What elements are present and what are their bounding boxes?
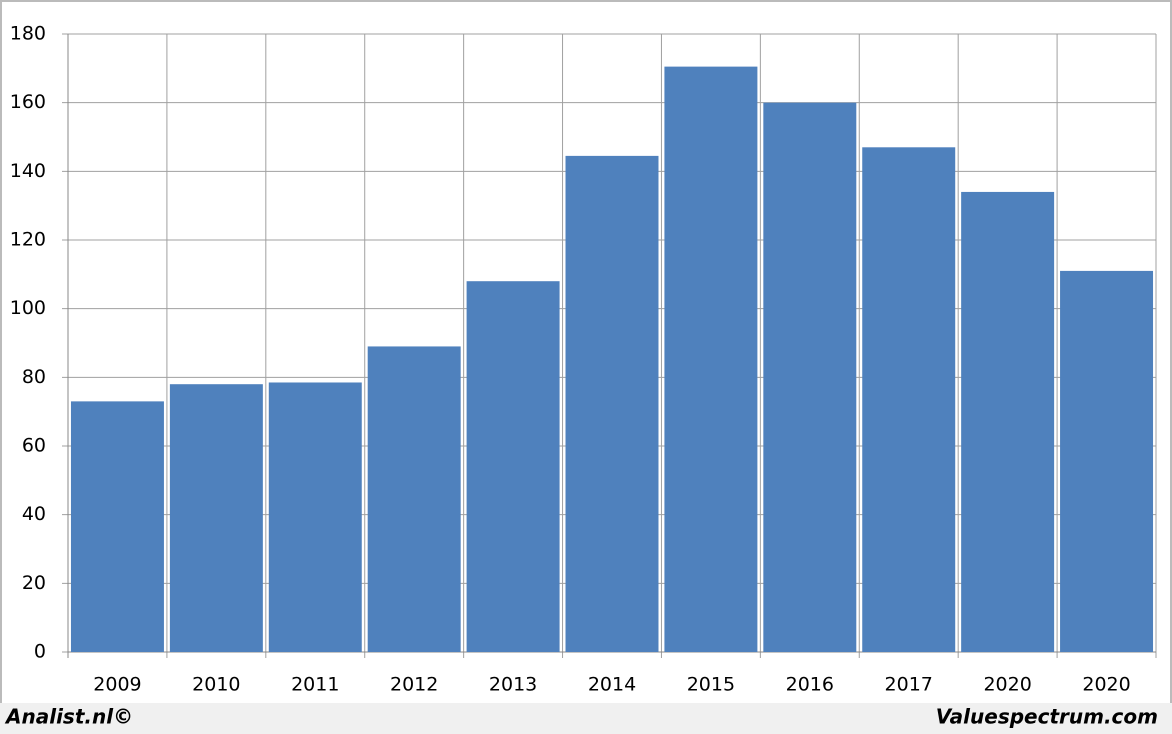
y-tick-label: 60 xyxy=(22,435,46,457)
x-tick-label: 2015 xyxy=(687,674,735,696)
bar xyxy=(565,155,659,652)
bar xyxy=(862,147,956,653)
x-tick-label: 2017 xyxy=(885,674,933,696)
bar xyxy=(1060,270,1154,652)
y-tick-label: 0 xyxy=(34,641,46,663)
bar xyxy=(763,102,857,652)
y-tick-label: 180 xyxy=(10,23,46,45)
x-tick-label: 2016 xyxy=(786,674,834,696)
x-tick-label: 2020 xyxy=(983,674,1031,696)
bar xyxy=(466,281,560,652)
bar xyxy=(268,382,362,652)
y-tick-label: 80 xyxy=(22,366,46,388)
bar xyxy=(70,401,164,652)
x-tick-label: 2013 xyxy=(489,674,537,696)
x-tick-label: 2011 xyxy=(291,674,339,696)
bar xyxy=(961,191,1055,652)
y-tick-label: 160 xyxy=(10,91,46,113)
x-tick-label: 2012 xyxy=(390,674,438,696)
y-tick-label: 120 xyxy=(10,229,46,251)
y-tick-label: 40 xyxy=(22,503,46,525)
footer-bar xyxy=(0,703,1172,734)
footer-right: Valuespectrum.com xyxy=(936,705,1158,729)
x-tick-label: 2020 xyxy=(1082,674,1130,696)
x-tick-label: 2010 xyxy=(192,674,240,696)
bar xyxy=(664,66,758,652)
footer-left: Analist.nl© xyxy=(4,705,133,729)
bar xyxy=(367,346,461,652)
y-tick-label: 100 xyxy=(10,297,46,319)
x-tick-label: 2014 xyxy=(588,674,636,696)
bar xyxy=(169,384,263,652)
y-tick-label: 20 xyxy=(22,572,46,594)
x-tick-label: 2009 xyxy=(93,674,141,696)
y-tick-label: 140 xyxy=(10,160,46,182)
